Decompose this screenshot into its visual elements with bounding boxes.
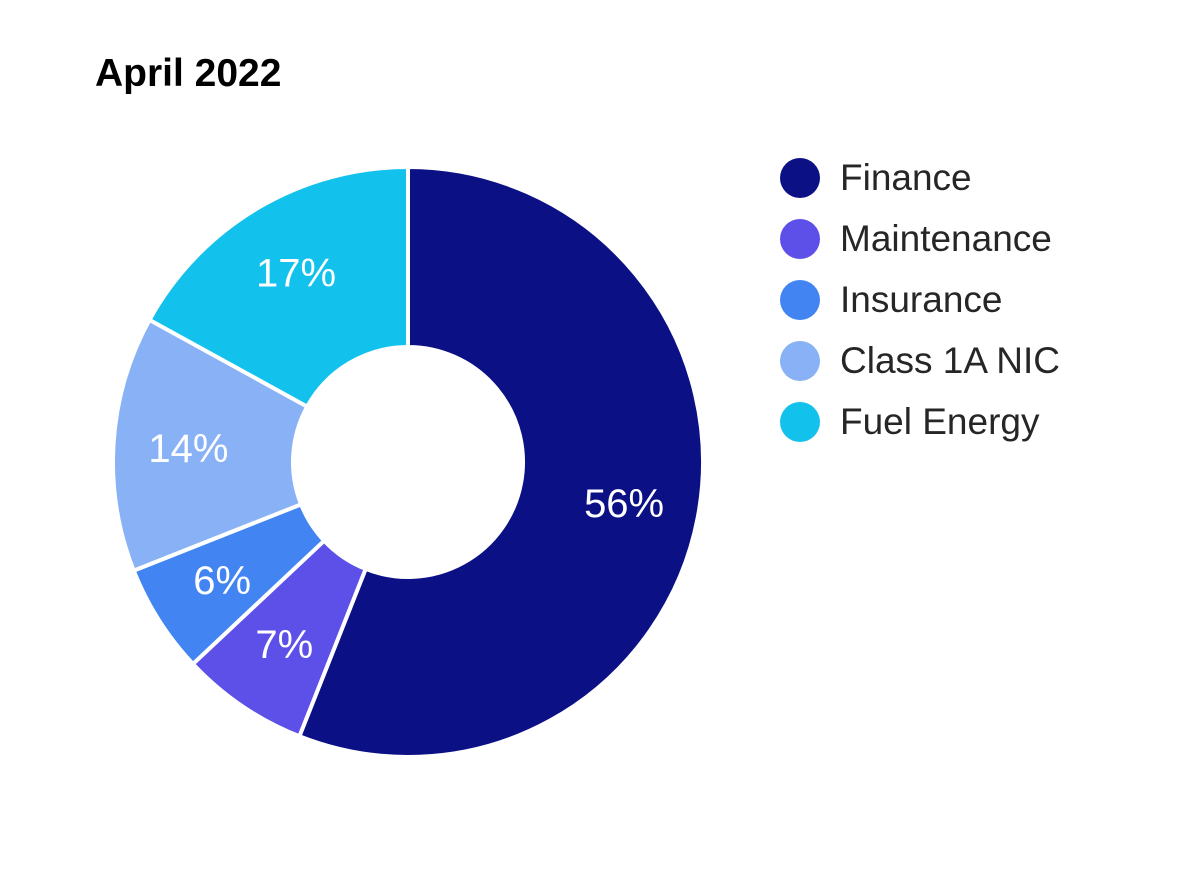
legend-item-finance: Finance [780,157,1060,198]
legend-item-maintenance: Maintenance [780,218,1060,259]
slice-label-fuel-energy: 17% [256,252,336,296]
slice-label-insurance: 6% [193,559,251,603]
legend-item-insurance: Insurance [780,279,1060,320]
chart-title: April 2022 [95,52,282,95]
pie-slice-finance [297,165,705,759]
legend-label: Finance [840,157,972,198]
legend-swatch-icon [780,402,820,442]
donut-chart: 56% 7%6% 14% 17% [111,165,705,759]
legend-swatch-icon [780,158,820,198]
pie-slice-fuel-energy [147,165,410,409]
legend-item-fuel-energy: Fuel Energy [780,401,1060,442]
legend-swatch-icon [780,341,820,381]
legend-swatch-icon [780,219,820,259]
slice-label-maintenance: 7% [255,623,313,667]
legend-label: Insurance [840,279,1003,320]
legend-label: Fuel Energy [840,401,1040,442]
legend-label: Class 1A NIC [840,340,1061,381]
legend-label: Maintenance [840,218,1052,259]
legend: Finance Maintenance Insurance Class 1A NIC F… [780,157,1061,463]
slice-label-finance: 56% [584,482,664,526]
legend-swatch-icon [780,280,820,320]
pie-slice-class-1a-nic [111,317,310,573]
legend-item-class-1a-nic: Class 1A NIC [780,340,1061,381]
slice-label-class-1a-nic: 14% [148,427,228,471]
